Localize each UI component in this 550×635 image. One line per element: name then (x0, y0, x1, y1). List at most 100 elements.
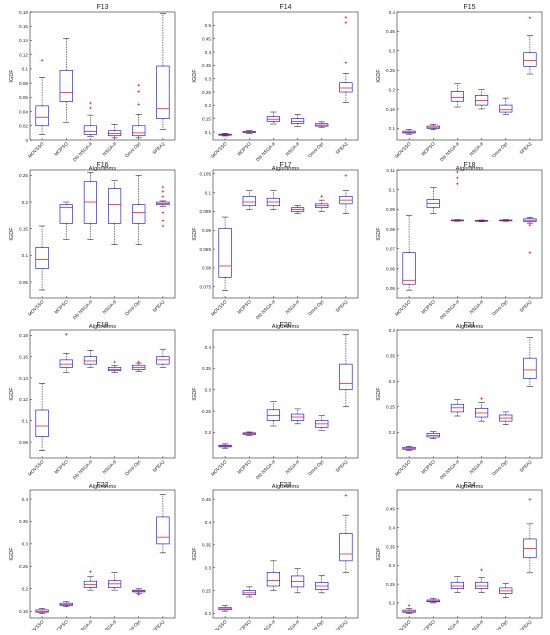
box-dn-nsga-ii (83, 172, 97, 240)
y-tick-label: 0.35 (202, 543, 211, 548)
plot-frame (212, 489, 359, 619)
x-tick-label: SPEA2 (335, 299, 349, 313)
y-tick-label: 0.06 (19, 95, 28, 100)
chart-title: F19 (96, 322, 108, 329)
y-tick-label: 0.35 (202, 366, 211, 371)
x-tick-label: MOPSO (53, 141, 69, 157)
chart-f22: F22 0.15 0.2 0.25 0.3 0.35 0.4 IGDF MOVSSO MOPSO D… (9, 482, 176, 635)
box-omni-opt (499, 219, 513, 222)
y-tick-label: 0.1 (205, 130, 212, 135)
x-axis-label: Algorithms (89, 484, 116, 490)
y-tick-label: 0.12 (19, 52, 28, 57)
outlier-point (407, 604, 411, 607)
iqr-box (339, 363, 353, 391)
x-tick-label: NSGA-II (102, 619, 118, 630)
plot-frame (212, 11, 359, 141)
outlier-point (161, 211, 165, 214)
plot-frame (212, 329, 359, 459)
box-dn-nsga-ii (266, 401, 280, 427)
box-dn-nsga-ii (266, 111, 280, 125)
y-tick-label: 0.35 (386, 353, 395, 358)
x-tick-label: SPEA2 (519, 141, 533, 155)
x-tick-label: DN NSGA-II (255, 619, 276, 630)
x-tick-label: NSGA-II (102, 299, 118, 315)
chart-title: F21 (463, 322, 475, 329)
y-tick-label: 0.2 (22, 587, 29, 592)
x-tick-label: MOPSO (236, 299, 252, 315)
box-omni-opt (132, 175, 146, 245)
chart-f15: F15 0.1 0.15 0.2 0.25 0.3 0.35 0.4 IGDF MOVSSO MOP… (376, 4, 543, 172)
y-tick-label: 0.45 (202, 497, 211, 502)
box-nsga-ii (108, 180, 122, 245)
y-tick-label: 0.12 (19, 397, 28, 402)
box-nsga-ii (290, 408, 305, 425)
box-mopso (59, 201, 73, 240)
box-movsso (218, 133, 232, 137)
y-tick-label: 0.25 (19, 564, 28, 569)
plot-frame (396, 329, 543, 459)
x-tick-label: NSGA-II (469, 459, 485, 475)
iqr-box (450, 91, 464, 102)
y-tick-label: 0.2 (205, 430, 212, 435)
y-tick-label: 0.4 (389, 525, 396, 530)
outlier-point (480, 397, 483, 400)
outlier-point (161, 190, 165, 193)
outlier-point (456, 182, 459, 186)
x-tick-label: DN NSGA-II (72, 299, 93, 320)
iqr-box (83, 356, 97, 365)
chart-f20: F20 0.2 0.25 0.3 0.35 0.4 IGDF MOVSSO MOPSO DN NS… (192, 322, 359, 490)
x-axis-label: Algorithms (456, 166, 483, 172)
x-tick-label: NSGA-II (469, 141, 485, 157)
box-movsso (402, 129, 416, 135)
x-axis-label: Algorithms (456, 324, 483, 330)
chart-f18: F18 0.05 0.06 0.07 0.08 0.09 0.1 0.11 IGDF MOVSSO… (376, 162, 543, 330)
box-omni-opt (132, 83, 146, 139)
y-tick-label: 0.2 (389, 430, 396, 435)
y-axis-label: IGDF (192, 387, 198, 401)
chart-f21: F21 0.2 0.25 0.3 0.35 0.4 IGDF MOVSSO MOPSO DN NS… (376, 322, 543, 490)
iqr-box (108, 367, 122, 371)
box-nsga-ii (108, 124, 122, 139)
y-tick-label: 0.07 (386, 247, 395, 252)
x-tick-label: SPEA2 (152, 299, 166, 313)
iqr-box (402, 252, 416, 285)
y-tick-label: 0.15 (202, 116, 211, 121)
x-axis-label: Algorithms (456, 484, 483, 490)
y-axis-label: IGDF (9, 69, 15, 83)
x-tick-label: Omni Opt (307, 619, 325, 630)
iqr-box (156, 356, 170, 365)
chart-title: F24 (463, 482, 475, 489)
outlier-point (89, 570, 92, 574)
y-tick-label: 0.1 (205, 190, 212, 195)
y-tick-label: 0.08 (19, 81, 28, 86)
y-tick-label: 0.25 (202, 409, 211, 414)
box-nsga-ii (108, 360, 122, 373)
iqr-box (132, 204, 146, 224)
x-tick-label: SPEA2 (152, 141, 166, 155)
outlier-point (89, 101, 92, 105)
y-tick-label: 0.35 (386, 29, 395, 34)
box-spea2 (339, 334, 353, 408)
x-tick-label: MOVSSO (27, 459, 45, 477)
box-nsga-ii (290, 114, 305, 127)
x-tick-label: SPEA2 (519, 619, 533, 630)
box-mopso (426, 431, 440, 439)
x-tick-label: SPEA2 (335, 619, 349, 630)
y-tick-label: 0.09 (386, 207, 395, 212)
y-axis-label: IGDF (192, 227, 198, 241)
x-tick-label: MOVSSO (27, 619, 45, 630)
chart-title: F15 (463, 4, 475, 11)
y-tick-label: 0.3 (389, 379, 396, 384)
box-spea2 (339, 174, 353, 214)
box-mopso (426, 187, 440, 214)
x-tick-label: NSGA-II (285, 141, 301, 157)
x-tick-label: NSGA-II (102, 459, 118, 475)
x-tick-label: DN NSGA-II (439, 299, 460, 320)
y-tick-label: 0.4 (205, 50, 212, 55)
y-tick-label: 0.105 (200, 172, 212, 177)
chart-title: F18 (463, 162, 475, 169)
x-axis-label: Algorithms (272, 484, 299, 490)
x-tick-label: MOVSSO (210, 141, 228, 159)
iqr-box (523, 52, 537, 67)
